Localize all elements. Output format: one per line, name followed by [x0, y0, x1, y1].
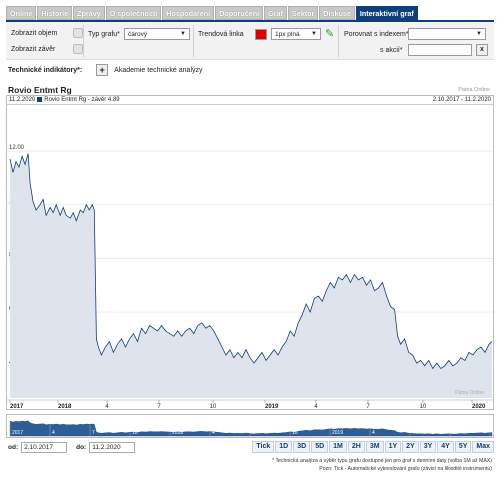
chart-type-value: čárový: [128, 30, 148, 38]
chevron-down-icon: ▼: [311, 31, 317, 37]
pencil-icon[interactable]: ✎: [325, 28, 335, 40]
add-indicator-button[interactable]: +: [96, 64, 109, 76]
navigator[interactable]: [6, 414, 494, 438]
to-label: do:: [76, 444, 87, 451]
close-checkbox[interactable]: [73, 44, 83, 54]
technical-indicators-bar: Technické indikátory*: + Akademie techni…: [6, 62, 494, 78]
tab-item[interactable]: Sektor: [287, 6, 319, 20]
note-technical: * Technická analýza a výběr typu grafu d…: [272, 458, 492, 464]
volume-label: Zobrazit objem: [11, 29, 58, 37]
range-buttons: Tick 1D 3D 5D 1M 2H 3M 1Y 2Y 3Y 4Y 5Y Max: [252, 441, 494, 453]
chart-legend: 11.2.2020 Rovio Entmt Rg - závěr 4.89 2.…: [6, 95, 494, 105]
chart-area[interactable]: [6, 95, 494, 410]
range-button[interactable]: 5Y: [454, 441, 472, 453]
range-button[interactable]: 1D: [275, 441, 293, 453]
divider: [83, 25, 84, 57]
tab-item[interactable]: Historie: [37, 6, 73, 20]
divider: [338, 25, 339, 57]
compare-index-group: Porovnat s indexem* ▼: [344, 28, 486, 40]
chart-settings-panel: Zobrazit objem Zobrazit závěr Typ grafu*…: [6, 22, 494, 60]
tab-item[interactable]: Graf: [264, 6, 287, 20]
trend-color-swatch[interactable]: [255, 28, 267, 40]
range-button[interactable]: 1Y: [384, 441, 402, 453]
tab-item[interactable]: Hospodaření: [162, 6, 215, 20]
divider: [193, 25, 194, 57]
chart-type-select[interactable]: čárový ▼: [124, 28, 190, 40]
chevron-down-icon: ▼: [476, 31, 482, 37]
technical-indicators-label: Technické indikátory*:: [8, 66, 83, 74]
range-button[interactable]: Tick: [252, 441, 275, 453]
volume-checkbox[interactable]: [73, 28, 83, 38]
compare-stock-input[interactable]: [408, 44, 472, 56]
tab-underline: [6, 20, 494, 22]
note-tick: Pozn: Tick - Automatické vykreslování gr…: [319, 466, 492, 472]
chart-type-label: Typ grafu*: [88, 30, 120, 38]
date-range-inputs: od: 2.10.2017 do: 11.2.2020: [8, 442, 136, 453]
from-date-input[interactable]: 2.10.2017: [21, 442, 68, 453]
tab-item[interactable]: Zprávy: [73, 6, 105, 20]
academy-link[interactable]: Akademie technické analýzy: [114, 66, 203, 74]
from-label: od:: [8, 444, 19, 451]
to-date-input[interactable]: 11.2.2020: [89, 442, 136, 453]
range-button[interactable]: 2H: [347, 441, 365, 453]
volume-option: Zobrazit objem: [11, 28, 83, 38]
legend-date: 11.2.2020: [9, 96, 36, 103]
legend-range: 2.10.2017 - 11.2.2020: [432, 96, 491, 103]
range-button[interactable]: 3D: [293, 441, 311, 453]
trend-width-select[interactable]: 1px plná ▼: [271, 28, 321, 40]
chart-title: Rovio Entmt Rg: [8, 85, 72, 95]
range-button[interactable]: 2Y: [402, 441, 419, 453]
trend-width-value: 1px plná: [275, 30, 300, 38]
compare-stock-group: s akcií* x: [380, 44, 488, 56]
tab-item[interactable]: O společnosti: [105, 6, 162, 20]
trend-group: Trendová linka 1px plná ▼ ✎: [198, 28, 337, 40]
trend-label: Trendová linka: [198, 30, 244, 38]
range-button[interactable]: 4Y: [437, 441, 454, 453]
tab-bar: Online Historie Zprávy O společnosti Hospoda…: [6, 6, 418, 20]
legend-swatch: [37, 97, 43, 102]
range-button[interactable]: 3M: [365, 441, 384, 453]
range-button[interactable]: Max: [472, 441, 494, 453]
tab-item[interactable]: Doporučení: [215, 6, 264, 20]
close-option: Zobrazit závěr: [11, 44, 83, 54]
tab-item[interactable]: Online: [6, 6, 37, 20]
range-button[interactable]: 1M: [329, 441, 347, 453]
tab-item[interactable]: Interaktivní graf: [355, 6, 418, 20]
compare-index-select[interactable]: ▼: [408, 28, 486, 40]
chevron-down-icon: ▼: [180, 31, 186, 37]
range-button[interactable]: 3Y: [419, 441, 437, 453]
chart-type-group: Typ grafu* čárový ▼: [88, 28, 190, 40]
close-label: Zobrazit závěr: [11, 45, 56, 53]
compare-index-label: Porovnat s indexem*: [344, 30, 409, 38]
clear-button[interactable]: x: [476, 44, 488, 56]
range-button[interactable]: 5D: [311, 441, 329, 453]
compare-stock-label: s akcií*: [380, 46, 403, 54]
chart-source: Patria Online: [458, 87, 490, 93]
tab-item[interactable]: Diskuse: [319, 6, 355, 20]
legend-series: Rovio Entmt Rg - závěr 4.89: [44, 96, 120, 103]
